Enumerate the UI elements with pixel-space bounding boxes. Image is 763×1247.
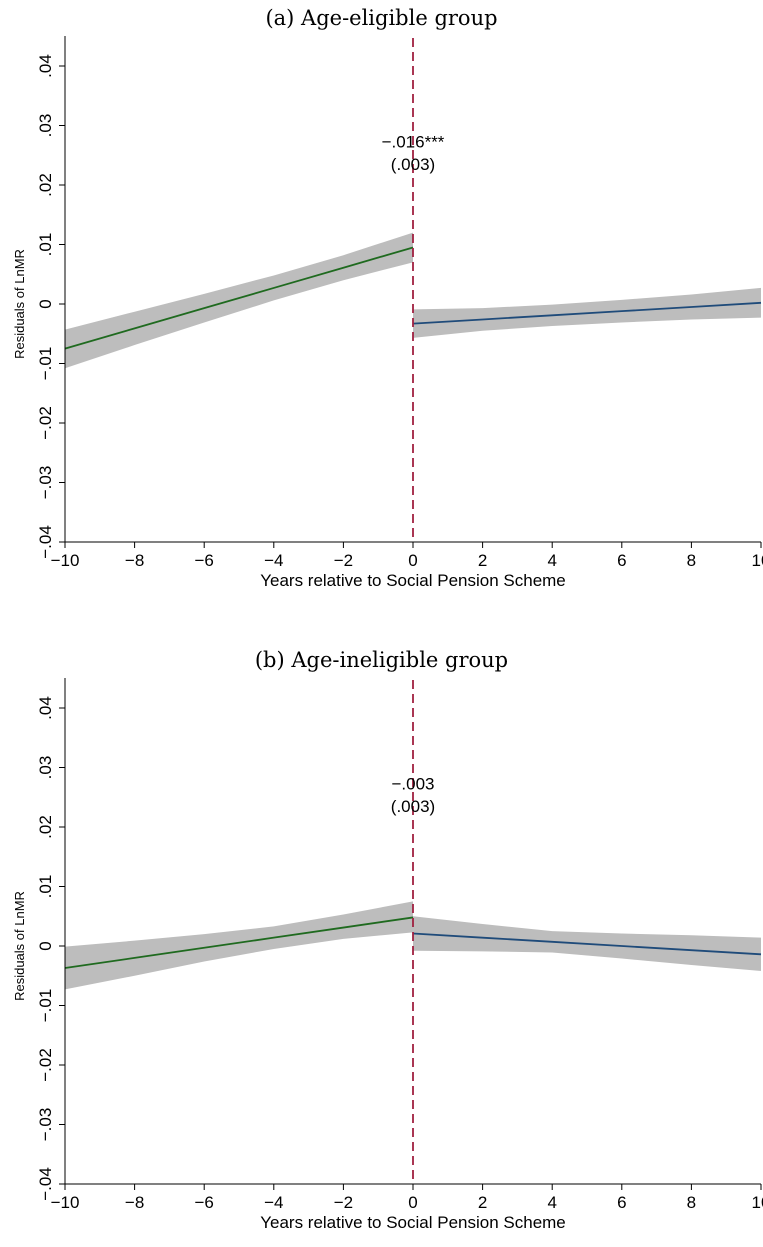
fitted-line-0: [64, 916, 414, 969]
x-tick-label: −10: [51, 551, 80, 570]
y-tick-label: −.04: [36, 525, 55, 559]
x-tick-label: 0: [408, 1193, 417, 1212]
se-label: (.003): [391, 155, 435, 174]
se-label: (.003): [391, 797, 435, 816]
ci-band-0: [65, 901, 413, 990]
chart-a: −10 −8 −6 −4 −2 0 2 4 6 8 10 −.04 −.03 −.02 −.01 0 .01 .0…: [12, 36, 763, 590]
y-tick-label: −.01: [36, 989, 55, 1023]
chart-title: (b) Age-ineligible group: [254, 648, 509, 672]
fitted-line-1: [412, 301, 762, 325]
x-tick-label: 2: [478, 551, 487, 570]
y-tick-label: 0: [36, 299, 55, 308]
x-tick-label: −4: [264, 1193, 283, 1212]
x-tick-label: 10: [752, 551, 763, 570]
y-tick-label: .02: [36, 173, 55, 197]
y-tick-label: .02: [36, 815, 55, 839]
y-tick-label: −.03: [36, 1108, 55, 1142]
y-tick-label: .04: [36, 696, 55, 720]
x-tick-label: 8: [687, 1193, 696, 1212]
x-tick-label: 4: [547, 551, 556, 570]
y-tick-label: −.03: [36, 466, 55, 500]
estimate-label: −.016***: [382, 133, 445, 152]
y-tick-label: −.01: [36, 347, 55, 381]
x-tick-label: −6: [195, 551, 214, 570]
x-tick-label: −8: [125, 1193, 144, 1212]
estimate-label: −.003: [391, 775, 434, 794]
x-tick-label: 8: [687, 551, 696, 570]
y-axis-title: Residuals of LnMR: [12, 891, 27, 1001]
y-axis-title: Residuals of LnMR: [12, 249, 27, 359]
x-axis-title: Years relative to Social Pension Scheme: [260, 571, 566, 590]
chart-title: (a) Age-eligible group: [265, 6, 498, 30]
x-tick-label: −10: [51, 1193, 80, 1212]
x-tick-label: −2: [334, 551, 353, 570]
chart-b: −10 −8 −6 −4 −2 0 2 4 6 8 10 −.04 −.03 −.02 −.01 0 .01 .0…: [12, 678, 763, 1232]
y-tick-label: .01: [36, 875, 55, 899]
x-tick-label: −4: [264, 551, 283, 570]
y-tick-label: −.02: [36, 406, 55, 440]
x-tick-label: 0: [408, 551, 417, 570]
x-tick-label: 6: [617, 1193, 626, 1212]
y-tick-label: .03: [36, 756, 55, 780]
y-tick-label: −.02: [36, 1048, 55, 1082]
y-tick-label: .03: [36, 114, 55, 138]
x-tick-label: 6: [617, 551, 626, 570]
x-tick-label: 10: [752, 1193, 763, 1212]
y-tick-label: 0: [36, 941, 55, 950]
x-tick-label: 2: [478, 1193, 487, 1212]
y-tick-label: .01: [36, 233, 55, 257]
fitted-line-0: [64, 246, 414, 350]
x-tick-label: −8: [125, 551, 144, 570]
y-tick-label: −.04: [36, 1167, 55, 1201]
x-tick-label: −2: [334, 1193, 353, 1212]
x-tick-label: 4: [547, 1193, 556, 1212]
fitted-line-1: [412, 932, 762, 956]
y-tick-label: .04: [36, 54, 55, 78]
x-tick-label: −6: [195, 1193, 214, 1212]
ci-band-0: [65, 232, 413, 369]
x-axis-title: Years relative to Social Pension Scheme: [260, 1213, 566, 1232]
